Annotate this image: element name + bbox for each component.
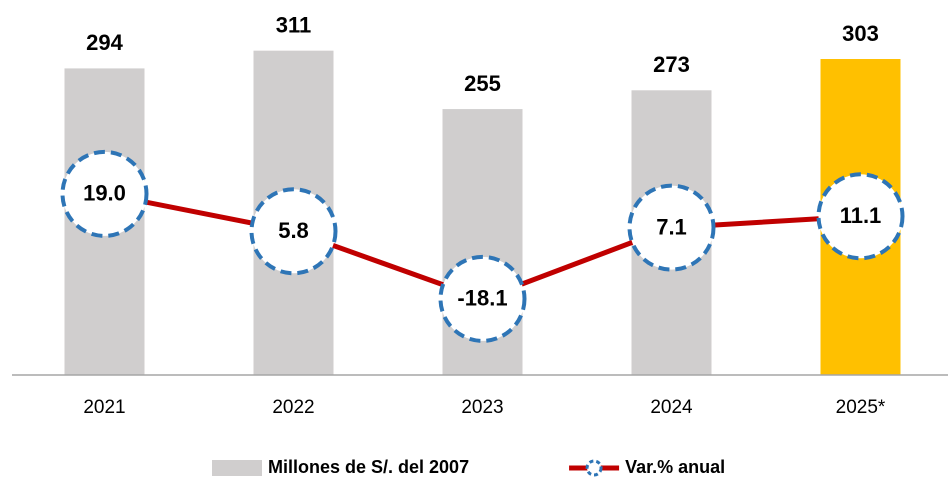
legend-swatch bbox=[212, 460, 262, 476]
bar-value-label: 303 bbox=[842, 21, 879, 46]
line-value-label: -18.1 bbox=[457, 286, 507, 311]
line-marker bbox=[438, 254, 527, 343]
line-marker bbox=[249, 187, 338, 276]
line-value-label: 7.1 bbox=[656, 214, 687, 239]
x-tick-label: 2024 bbox=[650, 397, 693, 418]
bar-value-label: 294 bbox=[86, 30, 123, 55]
line-marker bbox=[60, 149, 149, 238]
line-marker bbox=[816, 172, 905, 261]
x-tick-label: 2025* bbox=[836, 397, 886, 418]
x-tick-label: 2022 bbox=[272, 397, 314, 418]
x-tick-label: 2023 bbox=[461, 397, 503, 418]
bar-value-label: 273 bbox=[653, 52, 690, 77]
legend-marker bbox=[585, 459, 603, 477]
legend-label: Var.% anual bbox=[625, 457, 725, 477]
line-value-label: 19.0 bbox=[83, 181, 126, 206]
line-value-label: 5.8 bbox=[278, 218, 309, 243]
bar-value-label: 255 bbox=[464, 71, 501, 96]
x-tick-label: 2021 bbox=[83, 397, 125, 418]
legend-label: Millones de S/. del 2007 bbox=[268, 457, 469, 477]
line-value-label: 11.1 bbox=[840, 203, 882, 228]
line-marker bbox=[627, 183, 716, 272]
bar-value-label: 311 bbox=[276, 12, 312, 37]
